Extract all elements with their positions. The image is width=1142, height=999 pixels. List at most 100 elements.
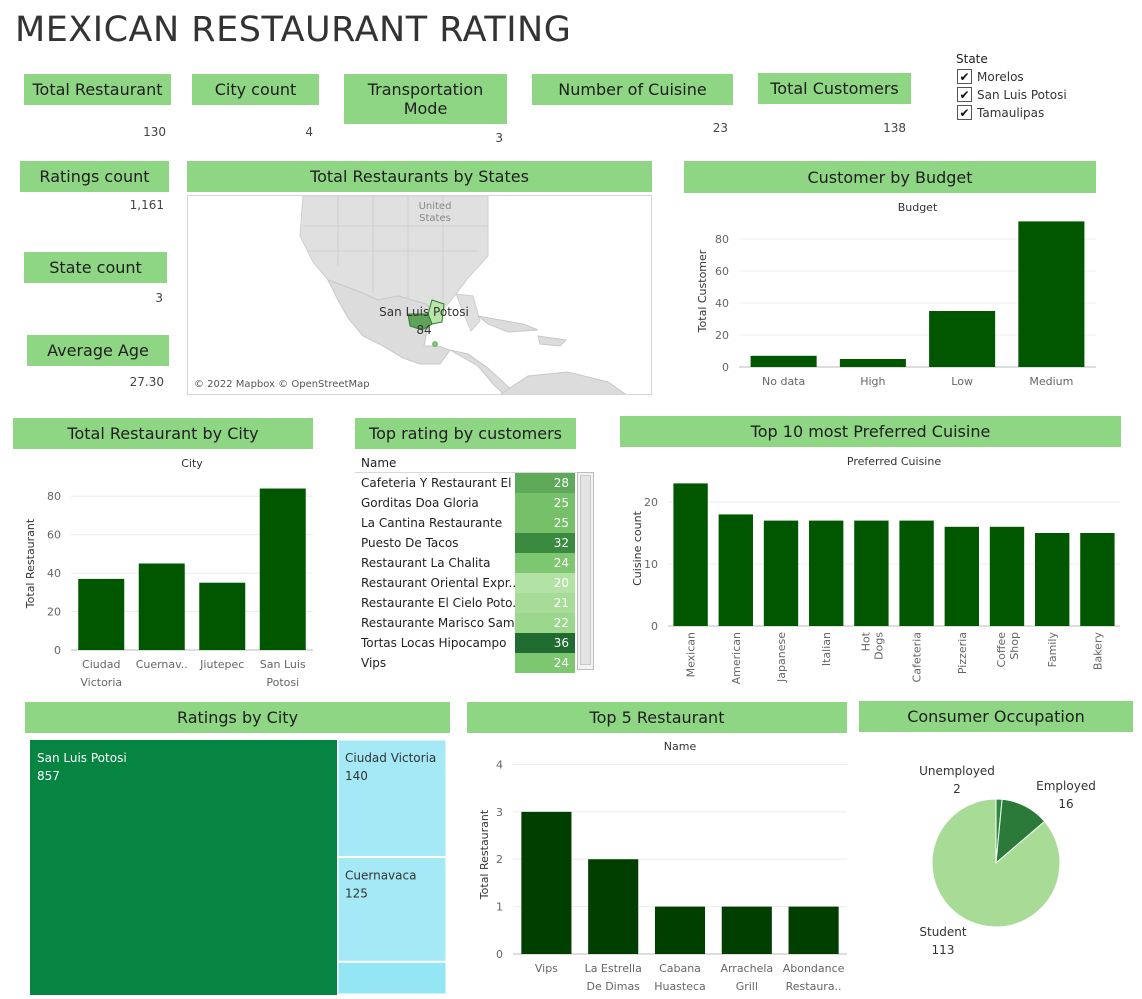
bar — [899, 520, 934, 626]
x-tick-label: Cabana — [659, 962, 701, 975]
x-tick-label: Arrachela — [720, 962, 773, 975]
x-tick-label: American — [730, 632, 743, 684]
kpi-customers-label: Total Customers — [758, 73, 911, 104]
x-tick-label: Cuernav.. — [136, 658, 188, 671]
checkbox-checked-icon[interactable]: ✔ — [957, 69, 972, 84]
bar — [654, 906, 706, 954]
x-tick-label: Abondance — [783, 962, 845, 975]
tamaulipas-state-shape[interactable] — [427, 299, 445, 325]
state-filter-title: State — [956, 52, 988, 66]
kpi-total-restaurant-label: Total Restaurant — [24, 74, 171, 105]
x-tick-label: High — [860, 375, 885, 388]
y-tick-label: 1 — [496, 901, 503, 914]
kpi-state-count-label: State count — [24, 252, 167, 283]
bar — [521, 811, 572, 954]
bar — [588, 859, 639, 954]
kpi-average-age-value: 27.30 — [129, 375, 164, 389]
top-rating-row-name: Cafeteria Y Restaurant El .. — [361, 476, 523, 490]
south-america-landmass — [500, 371, 627, 394]
top-rating-row-value: 20 — [515, 573, 575, 593]
top5-section-title: Top 5 Restaurant — [467, 702, 847, 733]
y-tick-label: 40 — [715, 297, 729, 310]
bar — [944, 526, 979, 626]
filter-item-tamaulipas[interactable]: ✔ Tamaulipas — [957, 105, 1044, 120]
kpi-cuisine-value: 23 — [712, 121, 728, 135]
y-tick-label: 0 — [722, 361, 729, 374]
y-tick-label: 20 — [715, 329, 729, 342]
top5-bar-chart: Name 0 1 2 3 4 Total Restaurant Vips La Estrella… — [478, 740, 847, 993]
kpi-average-age-label: Average Age — [27, 335, 169, 366]
top-rating-row-value: 25 — [515, 493, 575, 513]
bar — [763, 520, 799, 626]
pie-value: 113 — [932, 943, 955, 957]
country-label-line2: States — [419, 213, 451, 224]
y-tick-label: 4 — [496, 758, 503, 771]
morelos-state-marker[interactable] — [432, 341, 438, 347]
bar — [750, 355, 817, 367]
ratings-city-treemap: San Luis Potosi 857 Ciudad Victoria 140 Cuer… — [30, 740, 446, 995]
bar — [854, 520, 889, 626]
top-rating-row-name: Restaurant Oriental Expr.. — [361, 576, 517, 590]
checkbox-checked-icon[interactable]: ✔ — [957, 87, 972, 102]
kpi-state-count-value: 3 — [155, 291, 163, 305]
chart-title: Preferred Cuisine — [847, 455, 941, 468]
x-tick-label: Dogs — [872, 632, 885, 660]
treemap-cell-san-luis-potosi — [30, 740, 337, 995]
y-tick-label: 80 — [47, 490, 61, 503]
bar — [673, 483, 708, 626]
y-tick-label: 0 — [496, 948, 503, 961]
x-tick-label: Jiutepec — [199, 658, 244, 671]
top-rating-row-name: Gorditas Doa Gloria — [361, 496, 479, 510]
filter-item-morelos[interactable]: ✔ Morelos — [957, 69, 1024, 84]
top-rating-row-name: Restaurant La Chalita — [361, 556, 491, 570]
top-rating-header: Name — [361, 456, 397, 470]
x-tick-label: San Luis — [260, 658, 306, 671]
x-tick-label: Pizzeria — [956, 632, 969, 674]
scrollbar-thumb[interactable] — [580, 475, 591, 665]
city-section-title: Total Restaurant by City — [13, 418, 313, 449]
san-luis-potosi-state-shape[interactable] — [407, 313, 433, 331]
state-borders — [303, 196, 488, 306]
table-scrollbar[interactable] — [577, 472, 594, 670]
y-tick-label: 60 — [47, 529, 61, 542]
kpi-transportation-value: 3 — [495, 131, 503, 145]
x-tick-label: Grill — [736, 980, 758, 993]
x-tick-label: Ciudad — [82, 658, 120, 671]
kpi-cuisine-label: Number of Cuisine — [532, 74, 733, 105]
filter-item-san-luis-potosi[interactable]: ✔ San Luis Potosi — [957, 87, 1067, 102]
bar — [989, 526, 1025, 626]
x-tick-label: Huasteca — [654, 980, 706, 993]
y-axis-label: Total Restaurant — [478, 809, 491, 900]
y-tick-label: 10 — [644, 558, 658, 571]
x-tick-label: Coffee — [995, 632, 1008, 668]
restaurants-map[interactable]: United States San Luis Potosi 84 © 2022 … — [187, 195, 652, 395]
kpi-city-count-label: City count — [192, 74, 319, 105]
filter-item-label: San Luis Potosi — [977, 87, 1067, 102]
bar — [718, 514, 753, 626]
map-credit: © 2022 Mapbox © OpenStreetMap — [194, 379, 370, 390]
top-rating-row-value: 28 — [515, 473, 575, 493]
x-tick-label: Italian — [820, 632, 833, 666]
bar — [809, 520, 844, 626]
bar — [1035, 533, 1070, 626]
occupation-pie-chart: Unemployed 2 Employed 16 Student 113 — [919, 764, 1096, 957]
occupation-section-title: Consumer Occupation — [859, 701, 1133, 732]
chart-title: Budget — [898, 201, 938, 214]
pie-label: Employed — [1036, 779, 1096, 793]
x-tick-label: Family — [1046, 632, 1059, 668]
y-axis-label: Cuisine count — [631, 510, 644, 585]
map-state-value: 84 — [416, 323, 431, 337]
top-rating-row-name: Puesto De Tacos — [361, 536, 459, 550]
y-tick-label: 20 — [644, 496, 658, 509]
x-tick-label: Restaura.. — [786, 980, 842, 993]
kpi-city-count-value: 4 — [305, 125, 313, 139]
top-rating-row-name: Restaurante El Cielo Poto.. — [361, 596, 520, 610]
treemap-cell — [337, 961, 446, 995]
kpi-transportation-label: Transportation Mode — [344, 74, 507, 124]
map-svg: United States San Luis Potosi 84 — [188, 196, 651, 394]
x-tick-label: Hot — [859, 631, 872, 651]
checkbox-checked-icon[interactable]: ✔ — [957, 105, 972, 120]
kpi-total-restaurant-value: 130 — [143, 125, 166, 139]
top-rating-row-value: 36 — [515, 633, 575, 653]
bar — [1080, 533, 1115, 626]
